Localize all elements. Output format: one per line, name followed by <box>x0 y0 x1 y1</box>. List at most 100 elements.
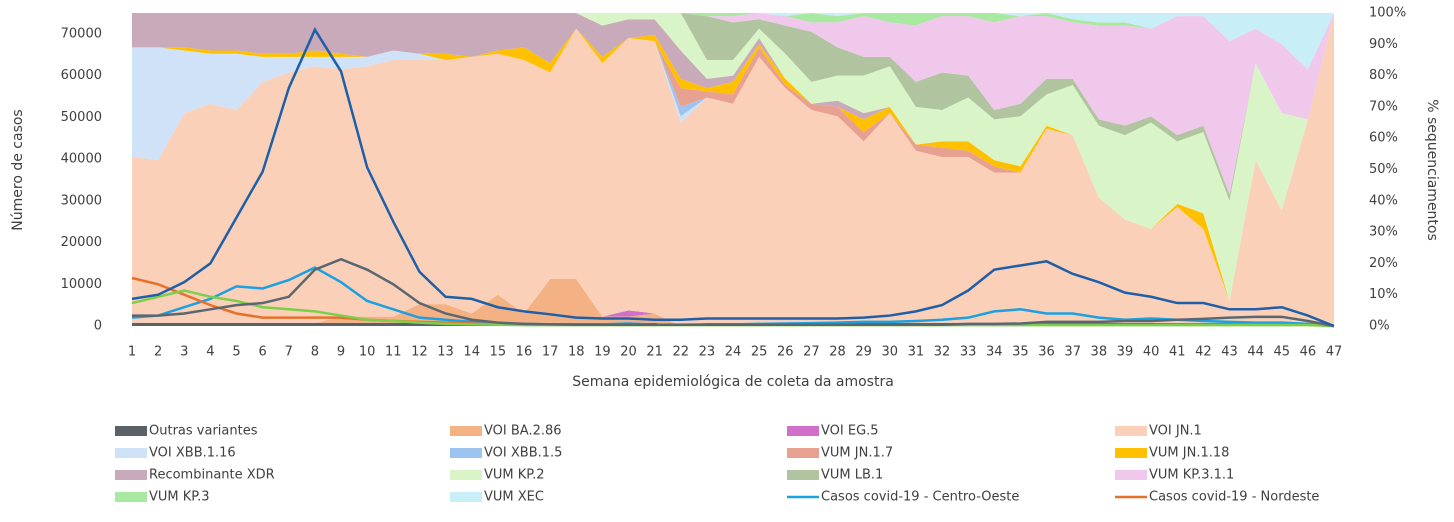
legend-swatch <box>787 448 819 458</box>
y2-tick-label: 20% <box>1369 256 1398 271</box>
x-tick-label: 23 <box>699 345 716 360</box>
legend-item: VUM KP.3.1.1 <box>1115 468 1234 483</box>
legend-swatch <box>450 470 482 480</box>
legend-item: VUM XEC <box>450 490 544 505</box>
x-tick-label: 1 <box>128 345 136 360</box>
legend-item: Casos covid-19 - Centro-Oeste <box>787 490 1019 505</box>
y-axis-label: Número de casos <box>10 109 26 230</box>
x-tick-label: 6 <box>259 345 267 360</box>
y2-tick-label: 0% <box>1369 319 1390 334</box>
x-tick-label: 36 <box>1038 345 1055 360</box>
x-tick-label: 46 <box>1300 345 1317 360</box>
area <box>132 13 1334 70</box>
legend-item: VUM KP.2 <box>450 468 545 483</box>
area <box>132 13 1334 301</box>
y-tick-label: 40000 <box>61 152 102 167</box>
area <box>132 13 1334 326</box>
x-tick-label: 38 <box>1091 345 1108 360</box>
area <box>132 13 1334 195</box>
x-tick-label: 44 <box>1247 345 1264 360</box>
legend-label: VOI XBB.1.16 <box>149 446 236 461</box>
legend-item: VOI XBB.1.5 <box>450 446 562 461</box>
y-tick-label: 60000 <box>61 68 102 83</box>
legend-swatch <box>450 426 482 436</box>
legend-item: VOI EG.5 <box>787 424 879 439</box>
x-tick-label: 45 <box>1273 345 1290 360</box>
legend-swatch <box>450 492 482 502</box>
legend-swatch <box>787 426 819 436</box>
x-tick-label: 28 <box>829 345 846 360</box>
x-tick-label: 37 <box>1064 345 1081 360</box>
y2-tick-label: 50% <box>1369 162 1398 177</box>
y-tick-label: 20000 <box>61 235 102 250</box>
x-tick-label: 9 <box>337 345 345 360</box>
y-tick-label: 30000 <box>61 193 102 208</box>
legend-label: Casos covid-19 - Centro-Oeste <box>821 490 1019 505</box>
area <box>132 13 1334 201</box>
legend-swatch <box>787 470 819 480</box>
legend-item: VUM JN.1.7 <box>787 446 893 461</box>
x-tick-label: 15 <box>490 345 507 360</box>
x-tick-label: 12 <box>411 345 428 360</box>
legend-swatch <box>115 426 147 436</box>
legend-swatch <box>1115 426 1147 436</box>
y2-tick-label: 70% <box>1369 99 1398 114</box>
legend-label: VUM JN.1.18 <box>1149 446 1229 461</box>
legend-label: Recombinante XDR <box>149 468 275 483</box>
x-tick-label: 8 <box>311 345 319 360</box>
x-tick-label: 30 <box>882 345 899 360</box>
legend-label: VUM KP.3 <box>149 490 210 505</box>
y2-tick-label: 90% <box>1369 37 1398 52</box>
area <box>132 279 1334 326</box>
legend-item: Outras variantes <box>115 424 258 439</box>
legend-item: VUM JN.1.18 <box>1115 446 1229 461</box>
legend-label: VOI BA.2.86 <box>484 424 562 439</box>
y2-tick-label: 40% <box>1369 193 1398 208</box>
legend-item: VUM LB.1 <box>787 468 883 483</box>
legend-item: Casos covid-19 - Nordeste <box>1115 490 1319 505</box>
x-tick-label: 41 <box>1169 345 1186 360</box>
legend-item: VOI JN.1 <box>1115 424 1202 439</box>
x-tick-label: 25 <box>751 345 768 360</box>
x-tick-label: 32 <box>934 345 951 360</box>
x-tick-label: 13 <box>437 345 454 360</box>
legend-swatch <box>115 448 147 458</box>
x-tick-label: 39 <box>1117 345 1134 360</box>
legend-label: VUM KP.3.1.1 <box>1149 468 1234 483</box>
legend-label: VUM LB.1 <box>821 468 883 483</box>
x-tick-label: 18 <box>568 345 585 360</box>
y2-tick-label: 10% <box>1369 287 1398 302</box>
legend-swatch <box>1115 448 1147 458</box>
x-tick-label: 3 <box>180 345 188 360</box>
x-tick-label: 43 <box>1221 345 1238 360</box>
y-tick-label: 10000 <box>61 277 102 292</box>
y2-tick-label: 30% <box>1369 225 1398 240</box>
legend-label: VOI EG.5 <box>821 424 879 439</box>
legend-label: Casos covid-19 - Nordeste <box>1149 490 1319 505</box>
x-tick-label: 47 <box>1326 345 1343 360</box>
x-tick-label: 21 <box>646 345 663 360</box>
y2-axis-label: % sequenciamentos <box>1424 99 1440 241</box>
y-tick-label: 0 <box>94 319 102 334</box>
x-tick-label: 27 <box>803 345 820 360</box>
x-tick-label: 42 <box>1195 345 1212 360</box>
x-tick-label: 31 <box>908 345 925 360</box>
legend-item: VUM KP.3 <box>115 490 210 505</box>
legend-swatch <box>115 492 147 502</box>
line <box>131 27 1335 328</box>
x-tick-label: 24 <box>725 345 742 360</box>
y2-tick-label: 80% <box>1369 68 1398 83</box>
legend-swatch <box>115 470 147 480</box>
y2-tick-label: 60% <box>1369 131 1398 146</box>
x-tick-label: 33 <box>960 345 977 360</box>
x-axis-label: Semana epidemiológica de coleta da amost… <box>572 374 894 390</box>
legend-label: VUM KP.2 <box>484 468 545 483</box>
x-tick-label: 26 <box>777 345 794 360</box>
y-tick-label: 50000 <box>61 110 102 125</box>
x-tick-label: 5 <box>232 345 240 360</box>
x-tick-label: 16 <box>516 345 533 360</box>
legend-swatch <box>450 448 482 458</box>
x-tick-label: 40 <box>1143 345 1160 360</box>
y2-tick-label: 100% <box>1369 6 1406 21</box>
